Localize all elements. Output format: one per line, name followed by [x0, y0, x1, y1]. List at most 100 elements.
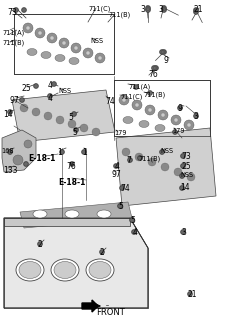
Circle shape: [180, 164, 186, 169]
Text: 25: 25: [22, 84, 32, 93]
Text: 21: 21: [188, 290, 197, 299]
Text: 711(B): 711(B): [138, 155, 160, 162]
Circle shape: [145, 105, 155, 115]
Polygon shape: [12, 90, 115, 142]
Circle shape: [62, 41, 66, 45]
Text: 168: 168: [1, 148, 14, 154]
Ellipse shape: [19, 261, 41, 278]
Circle shape: [32, 108, 40, 116]
Text: 179: 179: [114, 130, 127, 136]
Bar: [114, 80, 210, 136]
Circle shape: [26, 26, 30, 30]
Circle shape: [14, 7, 18, 12]
Circle shape: [73, 127, 78, 132]
Text: 74: 74: [120, 184, 130, 193]
Circle shape: [23, 23, 33, 33]
Ellipse shape: [54, 261, 76, 278]
Circle shape: [120, 186, 124, 190]
Circle shape: [187, 173, 195, 181]
Circle shape: [194, 10, 198, 14]
Polygon shape: [82, 300, 98, 312]
Circle shape: [92, 128, 100, 136]
Circle shape: [35, 28, 45, 38]
Circle shape: [119, 95, 129, 105]
Text: 2: 2: [100, 248, 105, 257]
Circle shape: [174, 118, 178, 122]
Circle shape: [160, 50, 165, 54]
Text: 3: 3: [181, 228, 186, 237]
Circle shape: [171, 115, 181, 125]
Circle shape: [132, 100, 142, 110]
Circle shape: [160, 149, 165, 155]
Circle shape: [33, 84, 39, 89]
Ellipse shape: [69, 58, 79, 65]
Circle shape: [151, 66, 157, 70]
Polygon shape: [4, 218, 148, 308]
Ellipse shape: [123, 116, 133, 124]
Text: NSS: NSS: [90, 38, 103, 44]
Circle shape: [122, 98, 126, 102]
Circle shape: [117, 204, 123, 209]
Text: 4: 4: [133, 228, 138, 237]
Text: 2: 2: [38, 240, 43, 249]
Text: 711(C): 711(C): [88, 6, 110, 12]
Text: 14: 14: [3, 110, 13, 119]
Ellipse shape: [55, 54, 65, 61]
Circle shape: [179, 173, 184, 179]
Circle shape: [86, 51, 90, 55]
Circle shape: [180, 229, 186, 235]
Text: 1: 1: [82, 148, 87, 157]
Ellipse shape: [65, 210, 79, 218]
Bar: [4, 218, 130, 226]
Text: 5: 5: [72, 128, 77, 137]
Text: 97: 97: [10, 96, 20, 105]
Circle shape: [69, 162, 74, 166]
Text: 5: 5: [68, 113, 73, 122]
Text: 4: 4: [48, 81, 53, 90]
Text: 7: 7: [126, 156, 131, 165]
Circle shape: [194, 7, 198, 12]
Text: 5: 5: [130, 216, 135, 225]
Text: 14: 14: [180, 183, 190, 192]
Circle shape: [129, 218, 135, 222]
Ellipse shape: [41, 52, 51, 59]
Circle shape: [194, 114, 198, 118]
Circle shape: [158, 110, 168, 120]
Circle shape: [178, 106, 183, 110]
Circle shape: [47, 33, 57, 43]
Text: 1: 1: [57, 148, 62, 157]
Text: 3: 3: [193, 112, 198, 121]
Text: 9: 9: [163, 56, 168, 65]
Circle shape: [59, 149, 65, 155]
Circle shape: [174, 168, 182, 176]
Text: FRONT: FRONT: [96, 308, 125, 317]
Circle shape: [172, 130, 178, 134]
Text: 4: 4: [115, 162, 120, 171]
Circle shape: [81, 149, 87, 155]
Text: 76: 76: [66, 162, 76, 171]
Circle shape: [7, 109, 12, 115]
Circle shape: [161, 5, 167, 11]
Circle shape: [148, 158, 156, 166]
Circle shape: [37, 242, 43, 246]
Circle shape: [83, 48, 93, 58]
Circle shape: [134, 84, 139, 90]
Circle shape: [72, 111, 77, 116]
Circle shape: [19, 98, 25, 102]
Circle shape: [22, 7, 26, 12]
Circle shape: [135, 153, 143, 161]
Text: 711(B): 711(B): [143, 91, 165, 98]
Text: 25: 25: [181, 162, 191, 171]
Circle shape: [13, 155, 23, 165]
Circle shape: [24, 140, 32, 148]
Ellipse shape: [51, 259, 79, 281]
Text: 97: 97: [112, 170, 122, 179]
Circle shape: [50, 36, 54, 40]
Circle shape: [80, 124, 88, 132]
Ellipse shape: [97, 210, 111, 218]
Circle shape: [132, 229, 136, 235]
Bar: [14, 14, 114, 74]
Ellipse shape: [89, 261, 111, 278]
Circle shape: [128, 157, 132, 163]
Circle shape: [113, 164, 118, 169]
